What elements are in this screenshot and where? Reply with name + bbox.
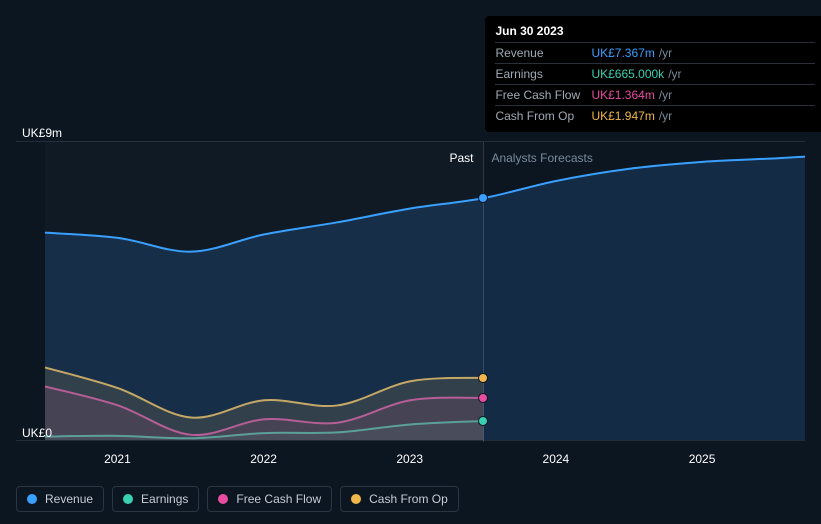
tooltip-row: Cash From OpUK£1.947m/yr: [495, 105, 815, 126]
legend: Revenue Earnings Free Cash Flow Cash From O…: [16, 486, 459, 512]
tooltip-metric-label: Earnings: [495, 67, 591, 81]
x-axis-tick-label: 2024: [543, 452, 570, 466]
tooltip-metric-value: UK£7.367m: [591, 46, 654, 60]
tooltip-suffix: /yr: [659, 88, 672, 102]
tooltip-row: Free Cash FlowUK£1.364m/yr: [495, 84, 815, 105]
forecast-section-label: Analysts Forecasts: [491, 151, 592, 165]
series-marker-earnings: [478, 416, 488, 426]
x-axis-tick-label: 2021: [104, 452, 131, 466]
tooltip-suffix: /yr: [659, 109, 672, 123]
legend-item-free-cash-flow[interactable]: Free Cash Flow: [207, 486, 332, 512]
legend-label: Revenue: [45, 492, 93, 506]
y-bottom-gridline: [16, 440, 805, 441]
series-marker-revenue: [478, 193, 488, 203]
tooltip-metric-value: UK£1.947m: [591, 109, 654, 123]
tooltip-date: Jun 30 2023: [495, 24, 815, 42]
tooltip-metric-label: Cash From Op: [495, 109, 591, 123]
series-marker-cash-from-op: [478, 373, 488, 383]
legend-item-revenue[interactable]: Revenue: [16, 486, 104, 512]
legend-label: Earnings: [141, 492, 188, 506]
legend-dot-icon: [123, 494, 133, 504]
y-axis-bottom-label: UK£0: [22, 426, 52, 440]
y-top-gridline: [16, 141, 805, 142]
x-axis-tick-label: 2025: [689, 452, 716, 466]
y-axis-top-label: UK£9m: [22, 126, 62, 140]
x-axis-tick-label: 2022: [250, 452, 277, 466]
legend-dot-icon: [218, 494, 228, 504]
tooltip-suffix: /yr: [668, 67, 681, 81]
legend-dot-icon: [351, 494, 361, 504]
tooltip-metric-value: UK£665.000k: [591, 67, 664, 81]
tooltip-metric-label: Revenue: [495, 46, 591, 60]
legend-label: Cash From Op: [369, 492, 448, 506]
tooltip-metric-value: UK£1.364m: [591, 88, 654, 102]
series-marker-free-cash-flow: [478, 393, 488, 403]
legend-label: Free Cash Flow: [236, 492, 321, 506]
legend-item-cash-from-op[interactable]: Cash From Op: [340, 486, 459, 512]
legend-item-earnings[interactable]: Earnings: [112, 486, 199, 512]
tooltip-row: RevenueUK£7.367m/yr: [495, 42, 815, 63]
tooltip-row: EarningsUK£665.000k/yr: [495, 63, 815, 84]
legend-dot-icon: [27, 494, 37, 504]
x-axis-tick-label: 2023: [396, 452, 423, 466]
past-section-label: Past: [449, 151, 473, 165]
chart-tooltip: Jun 30 2023 RevenueUK£7.367m/yrEarningsU…: [485, 16, 821, 132]
tooltip-metric-label: Free Cash Flow: [495, 88, 591, 102]
tooltip-suffix: /yr: [659, 46, 672, 60]
